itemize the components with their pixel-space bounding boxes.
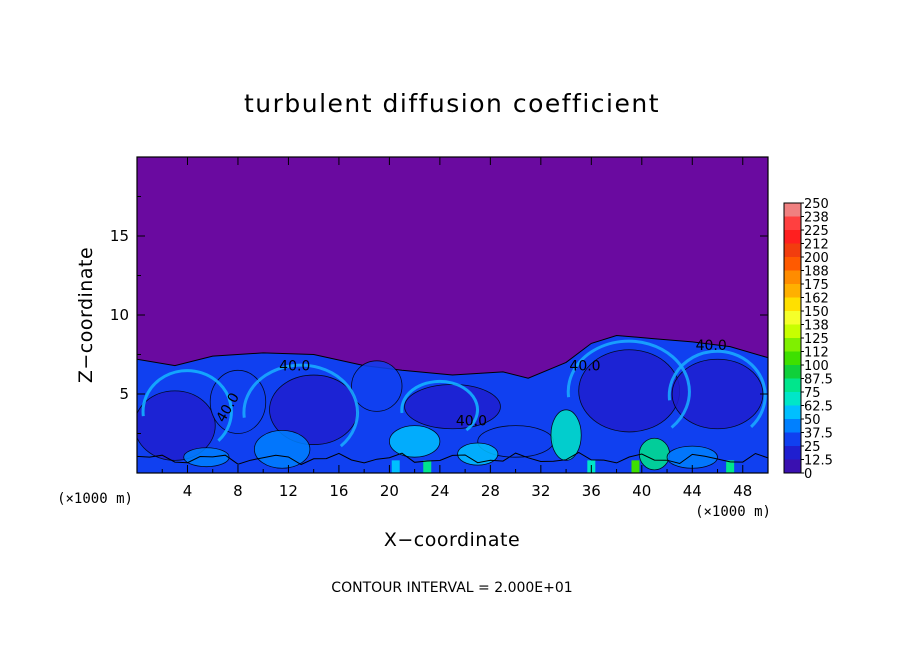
y-tick-label-1: 10 xyxy=(110,306,129,324)
colorbar-label-2: 225 xyxy=(804,224,829,239)
eddy-13 xyxy=(457,442,499,466)
contour-interval-note: CONTOUR INTERVAL = 2.000E+01 xyxy=(331,580,572,596)
colorbar-labels: 2502382252122001881751621501381251121008… xyxy=(801,197,833,482)
colorbar-label-10: 125 xyxy=(804,332,829,347)
hotspot-3 xyxy=(726,460,735,473)
hotspot-4 xyxy=(391,460,400,473)
x-tick-label-1: 8 xyxy=(233,482,243,500)
y-axis-label: Z−coordinate xyxy=(75,247,97,383)
colorbar-label-6: 175 xyxy=(804,278,829,293)
colorbar-label-4: 200 xyxy=(804,251,829,266)
colorbar-swatch-12 xyxy=(784,365,801,379)
eddy-3 xyxy=(351,360,403,412)
colorbar-label-3: 212 xyxy=(804,238,829,253)
colorbar-swatch-14 xyxy=(784,392,801,406)
swirl-1 xyxy=(400,379,480,432)
colorbar-swatch-10 xyxy=(784,338,801,352)
colorbar-swatch-11 xyxy=(784,351,801,366)
eddy-10 xyxy=(550,409,582,461)
x-tick-label-10: 44 xyxy=(683,482,702,500)
eddy-8 xyxy=(253,429,311,469)
x-tick-label-9: 40 xyxy=(632,482,651,500)
eddy-0 xyxy=(137,390,216,461)
colorbar-swatch-16 xyxy=(784,419,801,433)
colorbar-label-16: 50 xyxy=(804,413,821,428)
colorbar-swatch-17 xyxy=(784,432,801,447)
colorbar-label-13: 87.5 xyxy=(804,373,833,388)
colorbar-label-11: 112 xyxy=(804,346,829,361)
swirl-2 xyxy=(566,339,691,429)
contour-label-3: 40.0 xyxy=(696,338,727,354)
colorbar-swatch-5 xyxy=(784,270,801,285)
y-unit-label: (×1000 m) xyxy=(57,491,133,507)
x-tick-label-7: 32 xyxy=(531,482,550,500)
y-tick-label-2: 15 xyxy=(110,227,129,245)
swirl-3 xyxy=(141,369,233,442)
contour-line-low xyxy=(137,451,768,466)
eddy-7 xyxy=(671,358,764,430)
colorbar-swatch-8 xyxy=(784,311,801,325)
y-axis-ticks: 5 10 15 xyxy=(110,196,768,434)
colorbar-label-7: 162 xyxy=(804,292,829,307)
x-tick-label-0: 4 xyxy=(183,482,193,500)
chart-title: turbulent diffusion coefficient xyxy=(244,89,660,118)
contour-label-4: 40.0 xyxy=(569,358,600,374)
x-tick-label-6: 28 xyxy=(481,482,500,500)
colorbar-swatch-3 xyxy=(784,243,801,258)
colorbar-swatch-4 xyxy=(784,257,801,271)
colorbar-label-15: 62.5 xyxy=(804,400,833,415)
colorbar-swatch-19 xyxy=(784,459,801,474)
x-tick-label-2: 12 xyxy=(279,482,298,500)
x-axis-ticks: 4 8 12 16 20 24 28 32 36 40 44 48 xyxy=(161,157,752,500)
eddy-structures xyxy=(137,339,767,473)
colorbar-swatch-2 xyxy=(784,230,801,244)
eddy-11 xyxy=(638,437,670,471)
x-tick-label-11: 48 xyxy=(733,482,752,500)
colorbar-swatch-9 xyxy=(784,324,801,339)
colorbar-label-1: 238 xyxy=(804,211,829,226)
hotspot-0 xyxy=(423,460,432,473)
colorbar-swatch-13 xyxy=(784,378,801,393)
hotspot-2 xyxy=(631,460,640,473)
swirl-4 xyxy=(667,349,767,428)
colorbar-label-18: 25 xyxy=(804,440,821,455)
eddy-9 xyxy=(389,425,441,458)
swirl-0 xyxy=(242,363,359,448)
x-tick-label-4: 20 xyxy=(380,482,399,500)
colorbar-swatch-6 xyxy=(784,284,801,298)
y-tick-label-0: 5 xyxy=(119,385,129,403)
colorbar-swatch-18 xyxy=(784,446,801,460)
colorbar-swatch-1 xyxy=(784,216,801,231)
colorbar-swatch-0 xyxy=(784,203,801,217)
colorbar-swatch-7 xyxy=(784,297,801,312)
colorbar xyxy=(783,202,802,474)
colorbar-label-8: 150 xyxy=(804,305,829,320)
colorbar-label-0: 250 xyxy=(804,197,829,212)
x-axis-label: X−coordinate xyxy=(384,529,520,551)
colorbar-label-17: 37.5 xyxy=(804,427,833,442)
colorbar-label-12: 100 xyxy=(804,359,829,374)
colorbar-label-5: 188 xyxy=(804,265,829,280)
colorbar-label-9: 138 xyxy=(804,319,829,334)
colorbar-label-14: 75 xyxy=(804,386,821,401)
colorbar-swatch-15 xyxy=(784,405,801,420)
contour-label-0: 40.0 xyxy=(279,358,310,374)
x-unit-label: (×1000 m) xyxy=(695,504,771,520)
contour-label-2: 40.0 xyxy=(456,414,487,430)
x-tick-label-8: 36 xyxy=(582,482,601,500)
x-tick-label-5: 24 xyxy=(430,482,449,500)
plot-area xyxy=(137,157,768,473)
x-tick-label-3: 16 xyxy=(329,482,348,500)
contour-lines xyxy=(137,451,768,466)
colorbar-label-20: 0 xyxy=(804,467,812,482)
colorbar-label-19: 12.5 xyxy=(804,454,833,469)
